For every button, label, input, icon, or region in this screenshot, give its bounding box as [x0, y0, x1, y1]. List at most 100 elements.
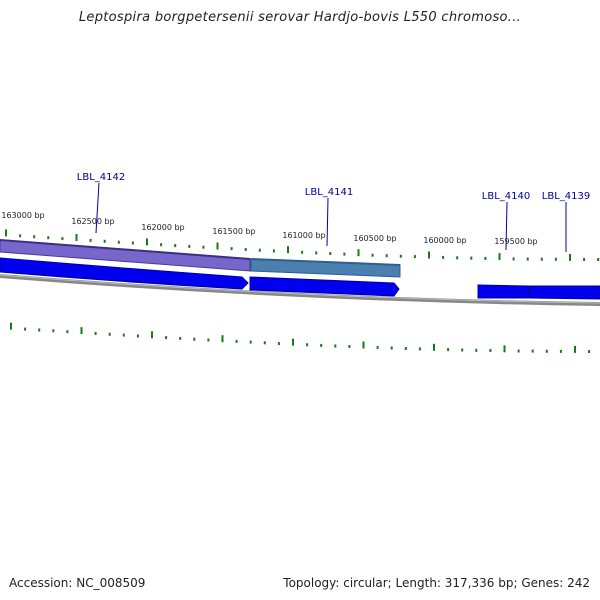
tick-row-top	[5, 229, 600, 261]
tick-mark-bottom-minor	[348, 345, 351, 348]
tick-mark-bottom-minor	[447, 348, 450, 352]
tick-label-162000: 162000 bp	[141, 223, 184, 232]
tick-mark-top-minor	[202, 245, 205, 249]
tick-mark-bottom-minor	[277, 342, 280, 345]
tick-mark-bottom-minor	[207, 338, 210, 342]
tick-mark-top-minor	[174, 244, 177, 248]
tick-mark-bottom-minor	[461, 348, 464, 352]
tick-mark-bottom-minor	[249, 340, 252, 344]
tick-mark-top-minor	[540, 257, 543, 261]
tick-mark-top-minor	[230, 247, 233, 251]
tick-mark-bottom-major	[292, 338, 294, 346]
tick-mark-bottom-minor	[489, 349, 492, 352]
gene-arrow-lbl-4140[interactable]	[477, 284, 529, 299]
tick-mark-bottom-major	[80, 327, 83, 335]
tick-mark-top-major	[216, 242, 219, 250]
tick-mark-bottom-minor	[108, 332, 111, 336]
tick-mark-top-minor	[258, 248, 261, 252]
tick-mark-bottom-minor	[404, 347, 407, 350]
tick-mark-top-minor	[343, 252, 346, 256]
gene-arrow-lbl-4139[interactable]	[528, 285, 600, 300]
tick-mark-top-minor	[272, 249, 275, 253]
tick-mark-top-minor	[89, 238, 92, 242]
tick-mark-bottom-minor	[475, 348, 478, 352]
tick-mark-bottom-major	[10, 322, 12, 330]
tick-mark-top-minor	[399, 254, 402, 258]
tick-mark-bottom-minor	[320, 343, 323, 347]
gene-arrow-lbl-4141[interactable]	[249, 276, 400, 297]
tick-mark-bottom-major	[574, 345, 576, 353]
tick-mark-top-minor	[413, 255, 416, 259]
leader-line-lbl-4142	[95, 182, 100, 234]
tick-mark-top-minor	[597, 258, 600, 261]
tick-mark-top-minor	[442, 255, 445, 259]
tick-mark-top-minor	[512, 257, 515, 261]
tick-mark-bottom-minor	[559, 349, 562, 353]
tick-mark-bottom-major	[433, 343, 435, 351]
tick-mark-top-minor	[47, 236, 50, 240]
tick-mark-bottom-major	[362, 341, 365, 349]
tick-mark-bottom-major	[503, 345, 506, 353]
tick-mark-top-minor	[385, 254, 388, 258]
tick-mark-top-minor	[33, 235, 36, 239]
tick-mark-top-major	[428, 251, 430, 259]
tick-mark-bottom-minor	[24, 327, 27, 331]
gene-band-steel-edge	[250, 258, 401, 266]
tick-mark-bottom-minor	[38, 328, 41, 332]
tick-mark-top-minor	[554, 257, 557, 261]
tick-mark-top-major	[75, 234, 78, 241]
tick-mark-top-major	[146, 238, 148, 246]
tick-row-bottom	[10, 322, 591, 353]
map-title: Leptospira borgpetersenii serovar Hardjo…	[78, 10, 522, 25]
tick-label-159500: 159500 bp	[494, 237, 537, 246]
tick-label-160500: 160500 bp	[353, 234, 396, 243]
tick-mark-top-minor	[117, 240, 120, 244]
tick-mark-top-major	[569, 253, 571, 261]
tick-mark-top-minor	[315, 251, 318, 255]
gene-label-lbl-4142[interactable]: LBL_4142	[77, 172, 125, 183]
tick-label-163000: 163000 bp	[1, 211, 44, 220]
tick-label-161500: 161500 bp	[212, 227, 255, 236]
leader-line-lbl-4141	[326, 197, 329, 247]
tick-mark-top-minor	[329, 252, 332, 255]
tick-mark-bottom-minor	[390, 346, 393, 350]
tick-mark-top-minor	[160, 243, 163, 247]
tick-mark-top-minor	[19, 234, 22, 238]
tick-mark-bottom-major	[151, 331, 153, 339]
tick-mark-top-minor	[131, 241, 134, 245]
tick-mark-bottom-major	[221, 335, 224, 343]
gene-arrow-lbl-4142[interactable]	[0, 257, 249, 290]
tick-mark-bottom-minor	[545, 349, 548, 353]
tick-mark-top-major	[287, 246, 289, 254]
tick-mark-bottom-minor	[179, 336, 182, 340]
gene-band-purple-edge	[0, 239, 251, 260]
tick-mark-top-minor	[61, 237, 64, 241]
tick-mark-bottom-minor	[376, 346, 379, 349]
tick-mark-top-minor	[583, 258, 586, 261]
tick-label-162500: 162500 bp	[71, 217, 114, 226]
gene-label-lbl-4140[interactable]: LBL_4140	[482, 191, 530, 202]
tick-mark-bottom-minor	[531, 349, 534, 353]
tick-mark-top-minor	[371, 253, 374, 257]
tick-mark-top-minor	[103, 239, 106, 243]
tick-mark-top-minor	[526, 257, 529, 261]
tick-mark-bottom-minor	[94, 331, 97, 335]
tick-mark-top-minor	[301, 250, 304, 254]
tick-mark-bottom-minor	[235, 339, 238, 343]
tick-mark-top-minor	[188, 244, 191, 248]
tick-mark-bottom-minor	[334, 344, 337, 348]
tick-mark-bottom-minor	[136, 334, 139, 338]
gene-label-lbl-4141[interactable]: LBL_4141	[305, 187, 353, 198]
chromosome-backbone	[0, 274, 600, 306]
tick-mark-top-minor	[470, 256, 473, 260]
tick-mark-top-major	[498, 253, 501, 261]
tick-mark-bottom-minor	[306, 343, 309, 347]
accession-text: Accession: NC_008509	[9, 576, 146, 590]
tick-mark-top-major	[357, 249, 360, 257]
topology-summary: Topology: circular; Length: 317,336 bp; …	[283, 576, 590, 590]
tick-mark-top-minor	[244, 248, 247, 251]
tick-mark-bottom-minor	[418, 347, 421, 351]
leader-line-lbl-4140	[505, 201, 508, 251]
gene-label-lbl-4139[interactable]: LBL_4139	[542, 191, 590, 202]
